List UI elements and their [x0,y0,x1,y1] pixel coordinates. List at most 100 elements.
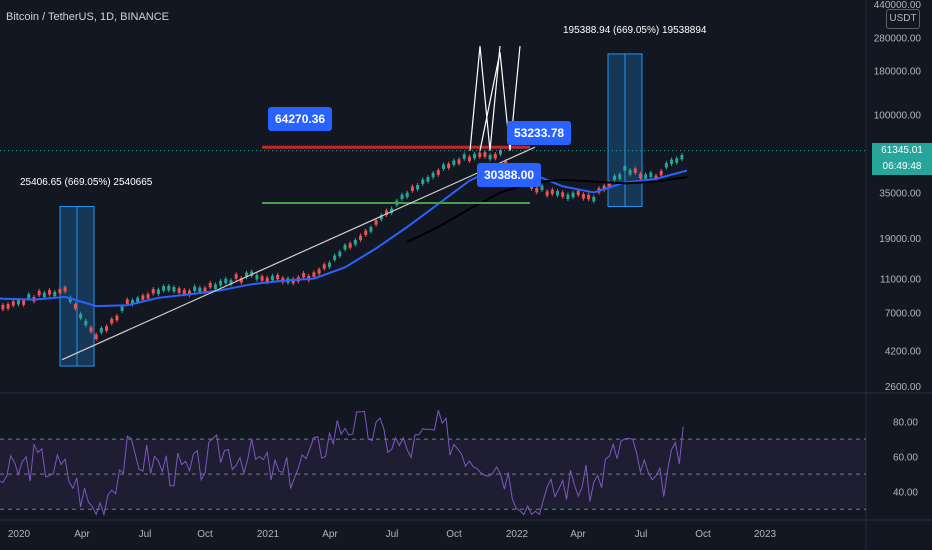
currency-unit-button[interactable]: USDT [886,9,920,29]
price-tick-label: 19000.00 [879,234,921,245]
measure-label-left: 25406.65 (669.05%) 2540665 [20,177,153,188]
candle-body [348,243,352,248]
candle-body [633,168,637,173]
candle-body [16,299,20,305]
candle-body [302,272,306,278]
candle-body [312,272,316,277]
candle-body [276,274,280,280]
candle-body [22,300,26,305]
candle-body [571,192,575,198]
candle-body [390,208,394,213]
time-tick-label: Jul [139,529,152,540]
candle-body [478,152,482,158]
candle-body [644,174,648,179]
candle-body [675,158,679,163]
callout-resistance[interactable]: 64270.36 [268,107,333,131]
candle-body [638,173,642,179]
candle-body [213,284,217,289]
candle-body [182,289,186,295]
time-tick-label: Oct [695,529,711,540]
candle-body [659,170,663,176]
candle-body [499,149,502,155]
candle-body [607,182,611,187]
candle-body [317,269,321,274]
candle-body [670,159,674,165]
candle-body [322,264,326,269]
candle-body [535,187,539,193]
price-tick-label: 180000.00 [874,67,922,78]
candle-body [167,285,171,291]
candle-body [359,235,363,241]
candle-body [68,297,72,302]
time-tick-label: 2022 [506,529,529,540]
projection-path-1 [469,46,501,151]
candle-body [581,194,585,199]
candle-body [58,288,62,294]
candle-body [343,244,347,250]
candle-body [457,159,461,164]
candle-body [89,327,93,332]
candle-body [431,172,435,178]
rsi-tick-label: 80.00 [893,418,918,429]
last-price-value: 61345.01 [881,145,923,156]
candle-body [198,287,202,293]
moving-average-fast [0,164,688,308]
candle-body [680,154,684,160]
candle-body [333,255,337,260]
trendline [61,146,536,361]
candle-body [245,272,249,278]
rsi-tick-label: 40.00 [893,488,918,499]
candle-body [649,172,653,178]
candle-body [338,251,342,257]
measure-tools [59,53,643,367]
candle-body [162,286,166,291]
time-tick-label: 2023 [754,529,777,540]
time-tick-label: 2021 [257,529,280,540]
measure-label-right: 195388.94 (669.05%) 19538894 [563,25,707,36]
candle-body [219,280,223,286]
candle-body [556,191,560,196]
candle-body [53,291,57,297]
candle-body [48,290,52,295]
candle-body [146,294,150,299]
candle-body [452,160,456,165]
candle-body [255,274,259,280]
callout-trendline[interactable]: 53233.78 [507,121,572,145]
candle-body [239,278,243,283]
candle-body [229,280,233,285]
candle-body [493,153,497,159]
price-tick-label: 280000.00 [874,34,922,45]
candle-body [11,301,15,306]
candle-body [94,334,98,339]
time-tick-label: Jul [386,529,399,540]
time-tick-label: Jul [635,529,648,540]
candle-body [436,170,440,175]
candle-body [105,326,109,331]
candle-body [473,153,477,159]
time-tick-label: 2020 [8,529,31,540]
annotations [0,46,866,361]
candle-body [441,164,445,169]
candle-body [37,290,41,296]
candle-body [265,277,269,283]
candle-body [270,275,274,281]
callout-support[interactable]: 30388.00 [477,163,542,187]
candle-body [291,278,295,284]
candle-body [462,154,466,159]
candle-body [63,287,67,292]
candle-body [374,220,378,225]
candle-body [27,294,31,299]
candle-body [177,288,181,293]
candle-body [623,166,627,171]
candle-body [447,163,451,169]
time-tick-label: Oct [446,529,462,540]
candle-body [405,192,409,198]
candle-body [410,186,414,191]
chart-title: Bitcoin / TetherUS, 1D, BINANCE [6,11,170,23]
candle-body [141,295,145,300]
price-tick-label: 100000.00 [874,110,922,121]
candle-body [79,313,83,319]
price-tick-label: 440000.00 [874,0,922,11]
candle-body [208,282,212,288]
